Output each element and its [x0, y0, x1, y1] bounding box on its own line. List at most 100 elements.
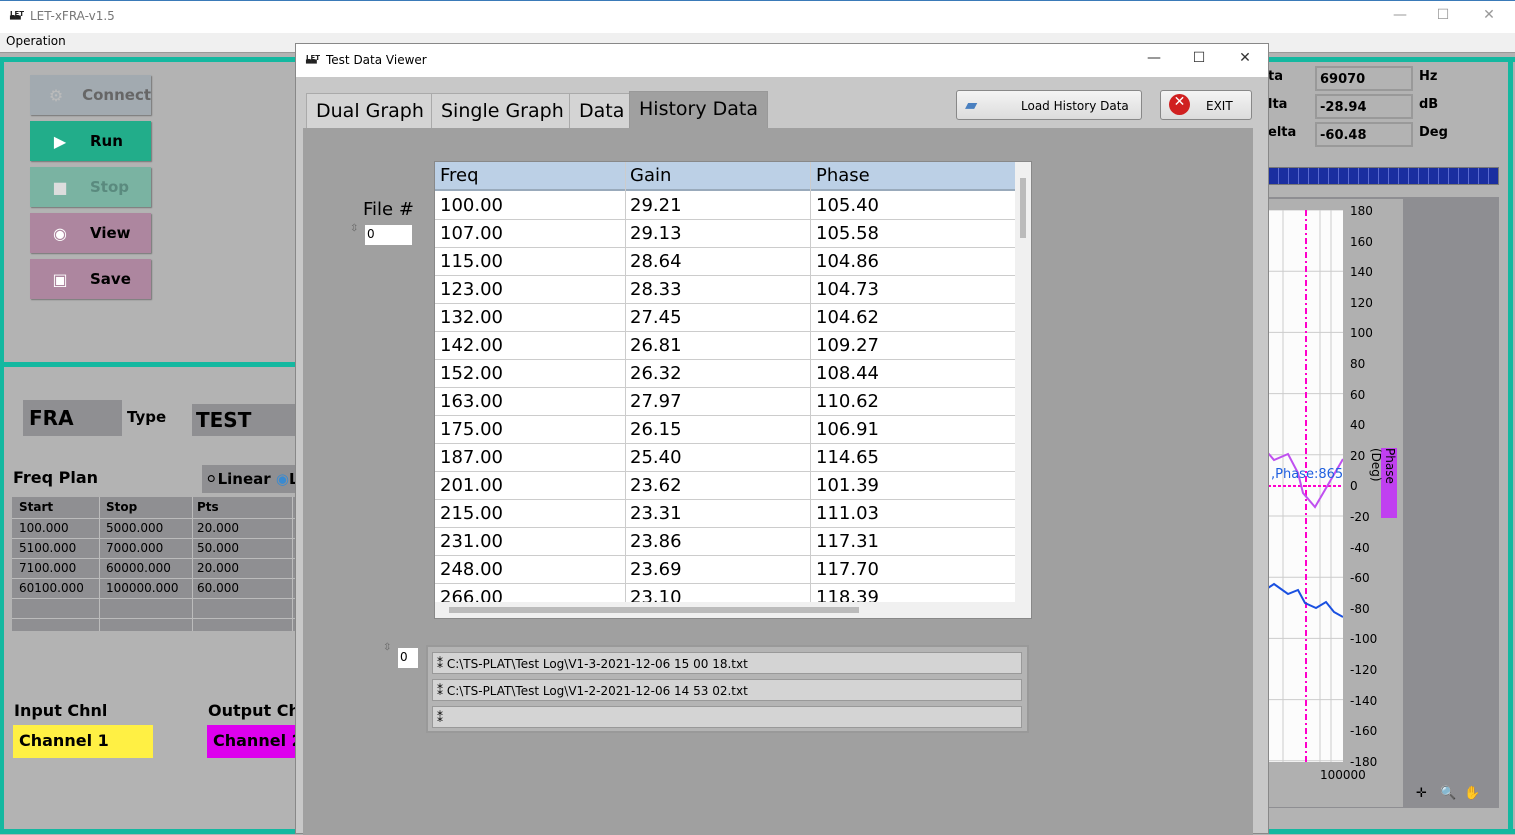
- readout-unit: Deg: [1419, 125, 1448, 140]
- table-cell: 110.62: [816, 391, 879, 412]
- table-cell: 152.00: [440, 363, 503, 384]
- table-row[interactable]: 132.00 27.45 104.62: [435, 304, 1015, 332]
- freq-plan-cell[interactable]: 60100.000: [19, 581, 84, 595]
- connect-button[interactable]: ⚙ Connect: [30, 75, 151, 115]
- horizontal-scrollbar[interactable]: [435, 602, 1031, 618]
- path-item[interactable]: ⁑: [432, 706, 1022, 728]
- view-button[interactable]: ◉ View: [30, 213, 151, 253]
- output-channel-label: Output Ch: [208, 701, 300, 720]
- tab-data[interactable]: Data: [569, 93, 635, 129]
- load-history-data-button[interactable]: ▰ Load History Data: [956, 90, 1142, 120]
- run-button[interactable]: ▶ Run: [30, 121, 151, 161]
- output-channel-select[interactable]: Channel 2: [207, 725, 295, 758]
- freq-plan-cell[interactable]: 7000.000: [106, 541, 164, 555]
- file-number-spinner[interactable]: ⇳: [350, 223, 359, 234]
- type-field: TEST: [192, 404, 295, 436]
- freq-plan-cell[interactable]: 60000.000: [106, 561, 171, 575]
- test-data-viewer-dialog: LET ▀▀ Test Data Viewer — ☐ ✕ Dual Graph …: [295, 43, 1269, 835]
- input-channel-select[interactable]: Channel 1: [13, 725, 153, 758]
- dialog-logo-icon: LET ▀▀: [306, 54, 321, 68]
- freq-plan-cell[interactable]: 20.000: [197, 561, 239, 575]
- table-row[interactable]: 100.00 29.21 105.40: [435, 192, 1015, 220]
- file-number-label: File #: [363, 199, 414, 220]
- table-cell: 201.00: [440, 475, 503, 496]
- dialog-close-button[interactable]: ✕: [1239, 50, 1251, 66]
- dialog-maximize-button[interactable]: ☐: [1192, 50, 1206, 66]
- file-number-input[interactable]: 0: [365, 225, 412, 245]
- table-row[interactable]: 152.00 26.32 108.44: [435, 360, 1015, 388]
- zoom-tool-icon[interactable]: 🔍: [1440, 786, 1457, 801]
- pan-tool-icon[interactable]: ✋: [1464, 786, 1481, 801]
- stop-button[interactable]: ■ Stop: [30, 167, 151, 207]
- freq-plan-cell[interactable]: 100.000: [19, 521, 69, 535]
- column-header[interactable]: Phase: [816, 165, 870, 186]
- history-data-table[interactable]: Freq Gain Phase 100.00 29.21 105.40 107.00 29.1…: [434, 161, 1032, 619]
- tab-single-graph[interactable]: Single Graph: [431, 93, 574, 129]
- path-index-input[interactable]: 0: [398, 648, 418, 668]
- path-item[interactable]: ⁑ C:\TS-PLAT\Test Log\V1-2-2021-12-06 14…: [432, 679, 1022, 701]
- table-cell: 23.31: [630, 503, 682, 524]
- vertical-scrollbar[interactable]: [1015, 162, 1031, 602]
- save-button[interactable]: ▣ Save: [30, 259, 151, 299]
- freq-plan-header: Pts: [197, 500, 219, 514]
- freq-plan-cell[interactable]: 60.000: [197, 581, 239, 595]
- input-channel-label: Input Chnl: [14, 701, 108, 720]
- y-tick-label: -80: [1350, 601, 1370, 616]
- exit-button[interactable]: ✕ EXIT: [1160, 90, 1252, 120]
- tab-history-data[interactable]: History Data: [629, 91, 769, 129]
- table-row[interactable]: 215.00 23.31 111.03: [435, 500, 1015, 528]
- table-row[interactable]: 248.00 23.69 117.70: [435, 556, 1015, 584]
- column-header[interactable]: Gain: [630, 165, 672, 186]
- table-row[interactable]: 175.00 26.15 106.91: [435, 416, 1015, 444]
- table-cell: 26.32: [630, 363, 682, 384]
- close-button[interactable]: ✕: [1483, 7, 1495, 23]
- table-row[interactable]: 201.00 23.62 101.39: [435, 472, 1015, 500]
- table-row[interactable]: 123.00 28.33 104.73: [435, 276, 1015, 304]
- table-cell: 104.73: [816, 279, 879, 300]
- phase-series-1: [1268, 452, 1343, 509]
- minimize-button[interactable]: —: [1393, 7, 1407, 23]
- dialog-minimize-button[interactable]: —: [1147, 50, 1161, 66]
- radio-log[interactable]: ◉: [275, 470, 289, 488]
- table-row[interactable]: 231.00 23.86 117.31: [435, 528, 1015, 556]
- freq-plan-cell[interactable]: 5000.000: [106, 521, 164, 535]
- table-row[interactable]: 107.00 29.13 105.58: [435, 220, 1015, 248]
- table-row[interactable]: 115.00 28.64 104.86: [435, 248, 1015, 276]
- y-tick-label: -160: [1350, 724, 1378, 739]
- table-cell: 108.44: [816, 363, 879, 384]
- close-stop-icon: ✕: [1169, 94, 1190, 115]
- freq-plan-table[interactable]: Start Stop Pts 100.000 5000.000 20.000 5100.00…: [12, 497, 295, 631]
- path-index-spinner[interactable]: ⇳: [383, 642, 392, 653]
- table-cell: 107.00: [440, 223, 503, 244]
- table-cell: 23.86: [630, 531, 682, 552]
- table-cell: 29.21: [630, 195, 682, 216]
- table-cell: 26.81: [630, 335, 682, 356]
- freq-plan-cell[interactable]: 100000.000: [106, 581, 179, 595]
- table-cell: 23.69: [630, 559, 682, 580]
- cursor-tool-icon[interactable]: ✛: [1416, 786, 1427, 801]
- maximize-button[interactable]: ☐: [1436, 7, 1450, 23]
- table-row[interactable]: 142.00 26.81 109.27: [435, 332, 1015, 360]
- freq-plan-cell[interactable]: 20.000: [197, 521, 239, 535]
- table-row[interactable]: 163.00 27.97 110.62: [435, 388, 1015, 416]
- y-tick-label: 180: [1350, 204, 1373, 218]
- freq-plan-cell[interactable]: 50.000: [197, 541, 239, 555]
- freq-plan-title: Freq Plan: [13, 468, 99, 487]
- freq-plan-cell[interactable]: 7100.000: [19, 561, 77, 575]
- table-cell: 248.00: [440, 559, 503, 580]
- tab-dual-graph[interactable]: Dual Graph: [306, 93, 434, 129]
- freq-plan-cell[interactable]: 5100.000: [19, 541, 77, 555]
- path-item[interactable]: ⁑ C:\TS-PLAT\Test Log\V1-3-2021-12-06 15…: [432, 652, 1022, 674]
- table-row[interactable]: 187.00 25.40 114.65: [435, 444, 1015, 472]
- table-cell: 23.62: [630, 475, 682, 496]
- progress-bar: [1268, 167, 1499, 185]
- teal-border-left: [0, 57, 4, 834]
- radio-linear[interactable]: ⚪: [205, 470, 218, 488]
- table-cell: 26.15: [630, 419, 682, 440]
- menu-operation[interactable]: Operation: [6, 34, 66, 48]
- y-axis-label: Phase (Deg): [1369, 448, 1397, 518]
- column-header[interactable]: Freq: [440, 165, 479, 186]
- table-cell: 105.58: [816, 223, 879, 244]
- table-cell: 28.33: [630, 279, 682, 300]
- phase-plot[interactable]: ,Phase:8654: [1268, 210, 1343, 762]
